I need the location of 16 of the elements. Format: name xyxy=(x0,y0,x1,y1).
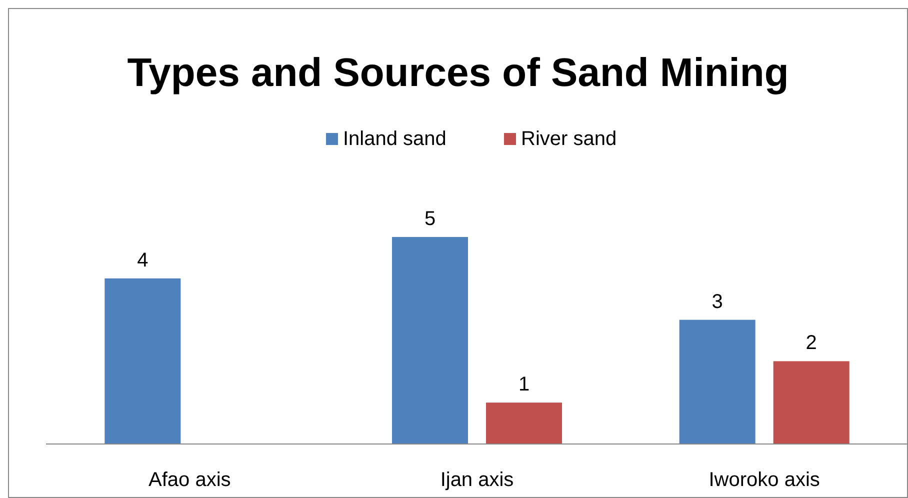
data-label: 5 xyxy=(424,208,436,230)
bar xyxy=(679,320,756,444)
legend-label: River sand xyxy=(521,128,617,150)
bar xyxy=(392,237,468,444)
bar xyxy=(486,402,562,444)
x-tick-label: Afao axis xyxy=(148,469,231,491)
x-tick-label: Iworoko axis xyxy=(708,469,820,491)
data-label: 3 xyxy=(712,290,723,313)
chart-title: Types and Sources of Sand Mining xyxy=(127,51,789,95)
data-label: 1 xyxy=(518,374,530,396)
legend-label: Inland sand xyxy=(343,128,446,150)
bar xyxy=(104,278,181,444)
bar xyxy=(773,361,850,444)
data-label: 2 xyxy=(806,332,817,354)
data-label: 4 xyxy=(137,249,148,272)
x-tick-label: Ijan axis xyxy=(440,469,514,491)
